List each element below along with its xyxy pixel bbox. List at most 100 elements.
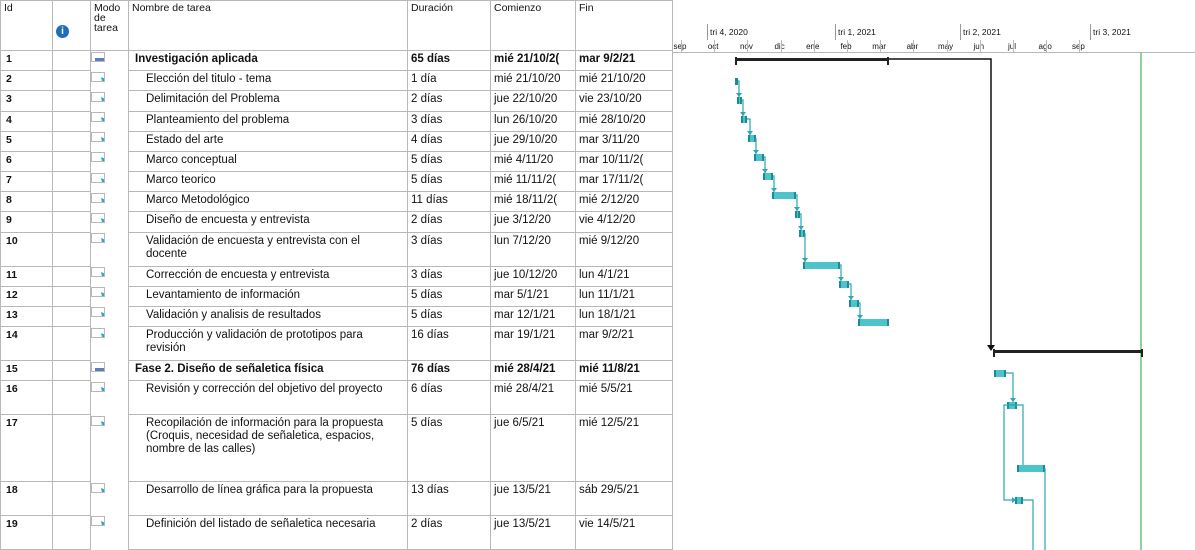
task-end[interactable]: mié 12/5/21 [575,414,673,483]
task-id[interactable]: 8 [0,191,53,213]
task-row[interactable]: 3 Delimitación del Problema 2 días jue 22/1… [0,90,673,112]
task-name[interactable]: Marco conceptual [128,150,408,173]
task-name[interactable]: Corrección de encuesta y entrevista [128,265,408,287]
task-row[interactable]: 12 Levantamiento de información 5 días mar … [0,285,673,307]
task-id[interactable]: 13 [0,305,53,328]
task-duration[interactable]: 5 días [407,414,491,483]
task-end[interactable]: mié 28/10/20 [575,110,673,132]
task-row[interactable]: 6 Marco conceptual 5 días mié 4/11/20 mar 10… [0,150,673,173]
task-end[interactable]: mié 9/12/20 [575,231,673,267]
task-duration[interactable]: 3 días [407,110,491,132]
task-start[interactable]: mié 18/11/2( [490,191,576,213]
task-row[interactable]: 1 Investigación aplicada 65 días mié 21/10/… [0,49,673,72]
task-duration[interactable]: 2 días [407,90,491,112]
task-row[interactable]: 2 Elección del titulo - tema 1 día mié 21/1… [0,70,673,92]
task-name[interactable]: Levantamiento de información [128,285,408,307]
task-id[interactable]: 6 [0,150,53,173]
task-start[interactable]: mar 12/1/21 [490,305,576,328]
task-row[interactable]: 9 Diseño de encuesta y entrevista 2 días ju… [0,211,673,233]
task-end[interactable]: mié 21/10/20 [575,70,673,92]
task-row[interactable]: 19 Definición del listado de señaletica n… [0,514,673,550]
task-mode[interactable] [91,361,105,372]
task-name[interactable]: Definición del listado de señaletica nec… [128,514,408,550]
task-name[interactable]: Planteamiento del problema [128,110,408,132]
task-name[interactable]: Diseño de encuesta y entrevista [128,211,408,233]
task-name[interactable]: Fase 2. Diseño de señaletica física [128,359,408,382]
task-mode[interactable] [91,381,105,392]
task-id[interactable]: 7 [0,171,53,193]
task-end[interactable]: vie 23/10/20 [575,90,673,112]
task-start[interactable]: jue 13/5/21 [490,481,576,516]
task-row[interactable]: 17 Recopilación de información para la pr… [0,414,673,483]
col-header-name[interactable]: Nombre de tarea [128,0,408,51]
task-indicators[interactable] [52,481,91,516]
task-start[interactable]: mié 28/4/21 [490,359,576,382]
col-header-id[interactable]: Id [0,0,53,51]
task-end[interactable]: lun 18/1/21 [575,305,673,328]
task-start[interactable]: mar 5/1/21 [490,285,576,307]
task-end[interactable]: mar 9/2/21 [575,326,673,361]
task-name[interactable]: Marco Metodológico [128,191,408,213]
task-row[interactable]: 5 Estado del arte 4 días jue 29/10/20 mar 3/… [0,130,673,152]
task-duration[interactable]: 4 días [407,130,491,152]
task-duration[interactable]: 5 días [407,305,491,328]
task-start[interactable]: lun 26/10/20 [490,110,576,132]
task-duration[interactable]: 6 días [407,380,491,416]
task-duration[interactable]: 65 días [407,49,491,72]
task-mode[interactable] [91,172,105,183]
task-indicators[interactable] [52,359,91,382]
task-indicators[interactable] [52,326,91,361]
task-indicators[interactable] [52,191,91,213]
task-indicators[interactable] [52,130,91,152]
task-duration[interactable]: 13 días [407,481,491,516]
task-name[interactable]: Validación y analisis de resultados [128,305,408,328]
task-duration[interactable]: 76 días [407,359,491,382]
task-id[interactable]: 17 [0,414,53,483]
task-end[interactable]: lun 11/1/21 [575,285,673,307]
task-mode[interactable] [91,71,105,82]
task-start[interactable]: jue 6/5/21 [490,414,576,483]
task-indicators[interactable] [52,414,91,483]
task-mode[interactable] [91,91,105,102]
task-mode[interactable] [91,132,105,143]
task-mode[interactable] [91,233,105,244]
task-mode[interactable] [91,267,105,278]
task-duration[interactable]: 3 días [407,231,491,267]
task-end[interactable]: mar 9/2/21 [575,49,673,72]
col-header-end[interactable]: Fin [575,0,673,51]
col-header-duration[interactable]: Duración [407,0,491,51]
task-duration[interactable]: 11 días [407,191,491,213]
task-indicators[interactable] [52,171,91,193]
task-mode[interactable] [91,112,105,123]
task-name[interactable]: Desarrollo de línea gráfica para la prop… [128,481,408,516]
task-start[interactable]: mié 21/10/20 [490,70,576,92]
task-indicators[interactable] [52,110,91,132]
task-row[interactable]: 10 Validación de encuesta y entrevista co… [0,231,673,267]
task-indicators[interactable] [52,90,91,112]
task-row[interactable]: 13 Validación y analisis de resultados 5 d… [0,305,673,328]
task-start[interactable]: jue 29/10/20 [490,130,576,152]
task-start[interactable]: mié 21/10/2( [490,49,576,72]
task-start[interactable]: jue 22/10/20 [490,90,576,112]
task-row[interactable]: 7 Marco teorico 5 días mié 11/11/2(mar 17/1… [0,171,673,193]
task-id[interactable]: 4 [0,110,53,132]
task-mode[interactable] [91,516,105,527]
task-name[interactable]: Producción y validación de prototipos pa… [128,326,408,361]
task-id[interactable]: 10 [0,231,53,267]
task-row[interactable]: 15 Fase 2. Diseño de señaletica física 76 … [0,359,673,382]
task-start[interactable]: jue 10/12/20 [490,265,576,287]
task-id[interactable]: 14 [0,326,53,361]
task-mode[interactable] [91,192,105,203]
task-start[interactable]: lun 7/12/20 [490,231,576,267]
task-end[interactable]: vie 4/12/20 [575,211,673,233]
task-id[interactable]: 16 [0,380,53,416]
task-name[interactable]: Delimitación del Problema [128,90,408,112]
task-id[interactable]: 2 [0,70,53,92]
task-id[interactable]: 12 [0,285,53,307]
col-header-mode[interactable]: Modo de tarea [90,0,129,51]
task-id[interactable]: 1 [0,49,53,72]
task-duration[interactable]: 2 días [407,211,491,233]
task-row[interactable]: 8 Marco Metodológico 11 días mié 18/11/2(mi… [0,191,673,213]
task-row[interactable]: 16 Revisión y corrección del objetivo del… [0,380,673,416]
task-duration[interactable]: 16 días [407,326,491,361]
